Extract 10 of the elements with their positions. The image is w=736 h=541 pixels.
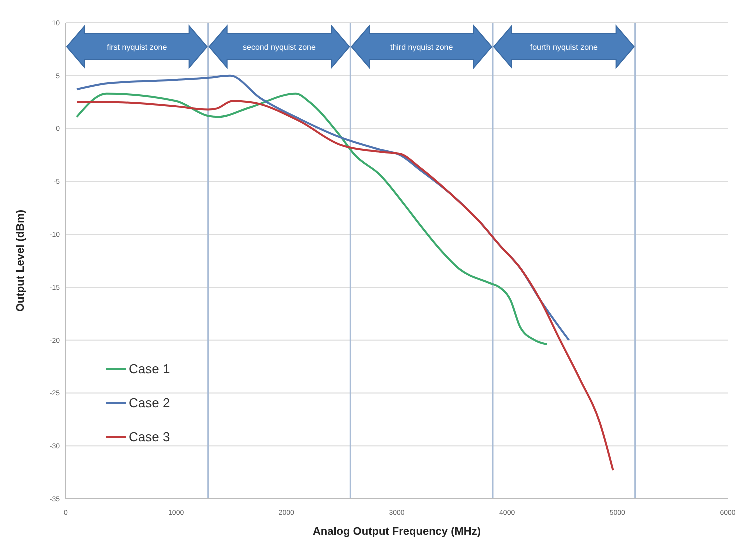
- y-axis-title: Output Level (dBm): [15, 210, 27, 312]
- legend-label: Case 1: [129, 362, 170, 377]
- annotation: second nyquist zone: [243, 42, 317, 52]
- x-axis-title: Analog Output Frequency (MHz): [312, 526, 482, 538]
- line-series: [76, 100, 614, 472]
- legend-label: Case 3: [129, 430, 170, 445]
- annotation: third nyquist zone: [390, 42, 454, 52]
- annotation: fourth nyquist zone: [530, 42, 598, 52]
- legend-label: Case 2: [129, 396, 170, 411]
- annotation: first nyquist zone: [107, 42, 168, 52]
